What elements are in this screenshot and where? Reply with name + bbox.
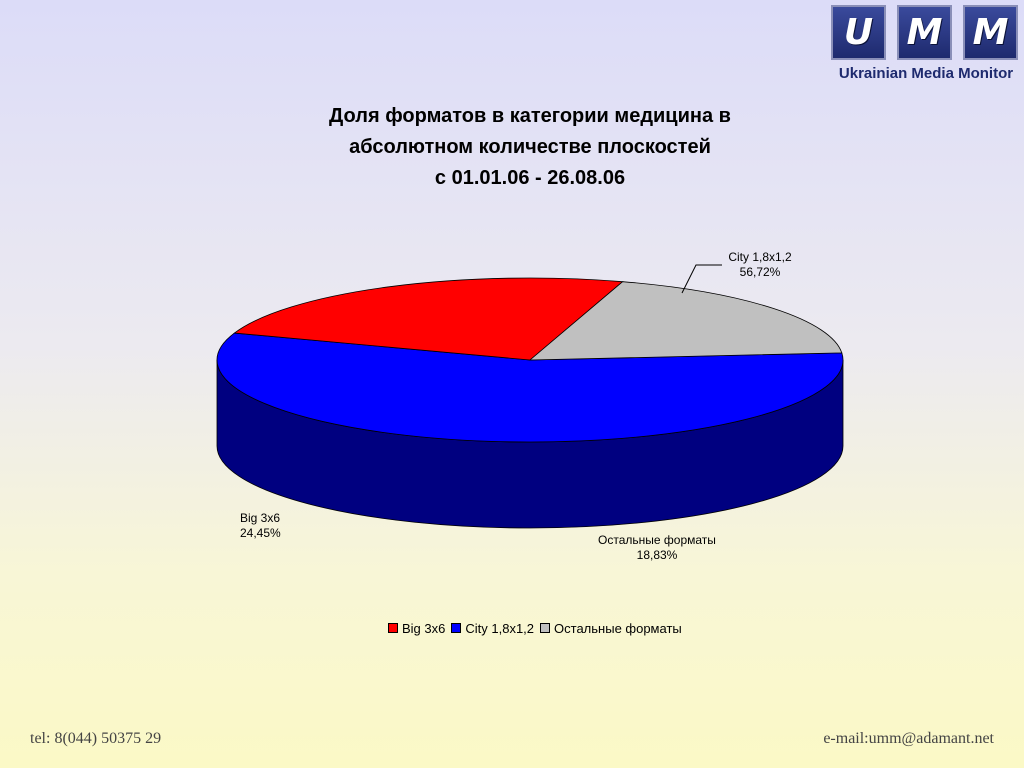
umm-logo: U M M Ukrainian Media Monitor xyxy=(829,2,1023,84)
chart-title-line-3: с 01.01.06 - 26.08.06 xyxy=(434,167,626,189)
data-label-big: Big 3x6 24,45% xyxy=(240,511,281,540)
data-label-other: Остальные форматы 18,83% xyxy=(598,533,716,562)
slice-city xyxy=(216,332,844,443)
logo-letter-u: U xyxy=(831,5,886,60)
slice-big xyxy=(233,277,624,361)
legend-swatch-big xyxy=(388,623,398,633)
data-label-city: City 1,8x1,2 56,72% xyxy=(728,250,792,279)
slice-other xyxy=(528,281,843,361)
chart-title: Доля форматов в категории медицина в абс… xyxy=(230,101,830,194)
footer-email[interactable]: e-mail:umm@adamant.net xyxy=(823,730,994,747)
legend-label-other: Остальные форматы xyxy=(554,620,682,636)
legend-item-city: City 1,8x1,2 xyxy=(451,621,534,636)
chart-legend: Big 3x6 City 1,8x1,2 Остальные форматы xyxy=(388,619,688,637)
footer-phone: tel: 8(044) 50375 29 xyxy=(30,730,162,747)
leader-line-city xyxy=(681,264,722,294)
legend-swatch-other xyxy=(540,623,551,633)
chart-title-line-2: абсолютном количестве плоскостей xyxy=(349,136,711,158)
logo-letter-m1: M xyxy=(897,5,952,60)
legend-item-big: Big 3x6 xyxy=(388,621,445,636)
legend-item-other: Остальные форматы xyxy=(540,621,682,636)
logo-letter-m2: M xyxy=(963,5,1018,60)
legend-label-big: Big 3x6 xyxy=(402,620,446,636)
legend-swatch-city xyxy=(451,623,462,633)
chart-title-line-1: Доля форматов в категории медицина в xyxy=(329,105,731,127)
logo-caption: Ukrainian Media Monitor xyxy=(838,65,1014,82)
legend-label-city: City 1,8x1,2 xyxy=(465,620,535,636)
